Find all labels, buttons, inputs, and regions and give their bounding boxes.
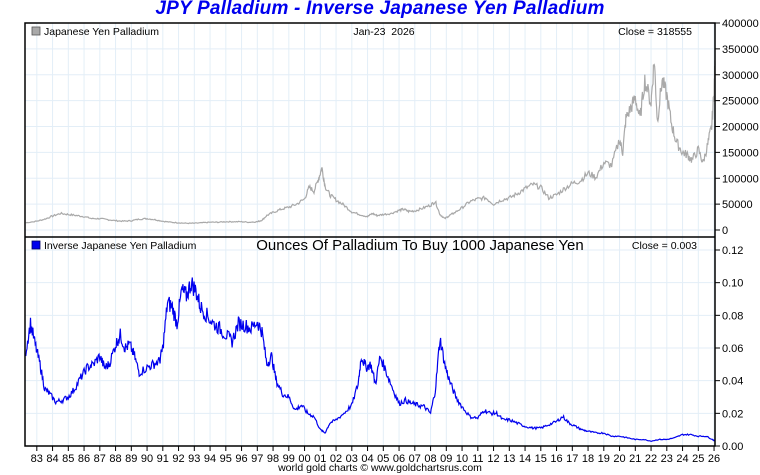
- y-tick-label-top: 400000: [722, 18, 759, 30]
- x-tick-label: 00: [298, 453, 310, 465]
- x-tick-label: 14: [519, 453, 531, 465]
- x-tick-label: 04: [361, 453, 373, 465]
- x-tick-label: 99: [283, 453, 295, 465]
- y-tick-label-top: 50000: [722, 199, 753, 211]
- x-tick-label: 88: [109, 453, 121, 465]
- x-tick-label: 20: [613, 453, 625, 465]
- x-axis: 83 84 85 86 87 88 89 90 91 92 93 94 95 96 97 98 99 00 01 02…: [31, 446, 720, 465]
- x-tick-label: 19: [598, 453, 610, 465]
- x-tick-label: 09: [440, 453, 452, 465]
- x-tick-label: 86: [78, 453, 90, 465]
- y-tick-label-top: 100000: [722, 173, 759, 185]
- close-label-bottom: Close = 0.003: [632, 240, 697, 252]
- x-tick-label: 95: [220, 453, 232, 465]
- x-tick-label: 17: [566, 453, 578, 465]
- y-tick-label-top: 0: [722, 225, 728, 237]
- x-tick-label: 92: [172, 453, 184, 465]
- x-tick-label: 26: [708, 453, 720, 465]
- y-tick-label-bottom: 0.00: [722, 441, 743, 453]
- x-tick-label: 02: [330, 453, 342, 465]
- x-tick-label: 87: [94, 453, 106, 465]
- y-tick-label-top: 150000: [722, 147, 759, 159]
- y-tick-label-bottom: 0.02: [722, 408, 743, 420]
- legend-label-bottom: Inverse Japanese Yen Palladium: [44, 240, 197, 252]
- y-tick-label-bottom: 0.06: [722, 343, 743, 355]
- x-tick-label: 83: [31, 453, 43, 465]
- bottom-y-axis: 0.00 0.02 0.04 0.06 0.08 0.10 0.12: [715, 245, 743, 453]
- x-tick-label: 15: [535, 453, 547, 465]
- top-series-line: [25, 60, 716, 225]
- x-tick-label: 90: [141, 453, 153, 465]
- x-tick-label: 21: [629, 453, 641, 465]
- legend-swatch-bottom: [31, 240, 41, 250]
- plot-frame: [24, 22, 716, 447]
- x-tick-label: 11: [472, 453, 483, 465]
- x-tick-label: 85: [62, 453, 74, 465]
- y-tick-label-bottom: 0.12: [722, 245, 743, 257]
- x-tick-label: 06: [393, 453, 405, 465]
- date-label: Jan-23 2026: [353, 26, 414, 38]
- x-tick-label: 13: [503, 453, 515, 465]
- x-tick-label: 97: [251, 453, 263, 465]
- x-tick-label: 98: [267, 453, 279, 465]
- x-tick-label: 08: [424, 453, 436, 465]
- x-tick-label: 10: [456, 453, 468, 465]
- x-tick-label: 12: [487, 453, 499, 465]
- x-tick-label: 96: [235, 453, 247, 465]
- x-tick-label: 93: [188, 453, 200, 465]
- x-tick-label: 07: [409, 453, 421, 465]
- x-tick-label: 24: [676, 453, 688, 465]
- legend-label-top: Japanese Yen Palladium: [44, 26, 159, 38]
- bottom-subtitle: Ounces Of Palladium To Buy 1000 Japanese…: [256, 237, 583, 254]
- grid-lines: [25, 23, 715, 446]
- y-tick-label-top: 200000: [722, 122, 759, 134]
- x-tick-label: 22: [645, 453, 657, 465]
- top-y-axis: 0 50000 100000 150000 200000 250000 300000 3500…: [715, 18, 759, 237]
- series-line-inverse-japanese-yen-palladium: [25, 277, 716, 443]
- y-tick-label-top: 350000: [722, 44, 759, 56]
- y-tick-label-bottom: 0.10: [722, 278, 743, 290]
- x-tick-label: 01: [314, 453, 326, 465]
- x-tick-label: 94: [204, 453, 216, 465]
- y-tick-label-top: 300000: [722, 70, 759, 82]
- close-label-top: Close = 318555: [618, 26, 692, 38]
- x-tick-label: 03: [346, 453, 358, 465]
- y-tick-label-bottom: 0.04: [722, 376, 743, 388]
- y-tick-label-bottom: 0.08: [722, 310, 743, 322]
- x-tick-label: 89: [125, 453, 137, 465]
- x-tick-label: 23: [661, 453, 673, 465]
- x-tick-label: 16: [550, 453, 562, 465]
- y-tick-label-top: 250000: [722, 96, 759, 108]
- footer-credit: world gold charts © www.goldchartsrus.co…: [278, 462, 482, 474]
- chart-title: JPY Palladium - Inverse Japanese Yen Pal…: [155, 0, 605, 19]
- legend-swatch-top: [31, 26, 41, 36]
- x-tick-label: 25: [692, 453, 704, 465]
- series-line-japanese-yen-palladium: [25, 60, 716, 225]
- x-tick-label: 84: [46, 453, 58, 465]
- x-tick-label: 91: [157, 453, 169, 465]
- x-tick-label: 18: [582, 453, 594, 465]
- bottom-series-line: [25, 277, 716, 443]
- x-tick-label: 05: [377, 453, 389, 465]
